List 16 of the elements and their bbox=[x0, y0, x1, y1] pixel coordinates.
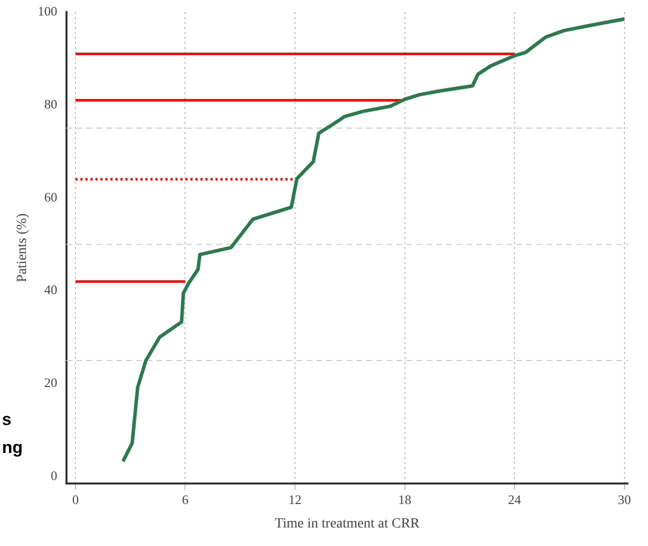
y-axis-title: Patients (%) bbox=[15, 213, 30, 282]
x-tick-label: 18 bbox=[398, 492, 412, 507]
y-tick-label: 80 bbox=[44, 96, 58, 112]
y-tick-label: 60 bbox=[44, 189, 58, 204]
text: ng bbox=[2, 438, 23, 458]
x-tick-label: 30 bbox=[618, 492, 631, 507]
y-tick-label: 0 bbox=[50, 468, 58, 484]
x-tick-label: 6 bbox=[182, 492, 189, 507]
y-tick-label: 40 bbox=[44, 282, 58, 298]
y-tick-label: 100 bbox=[38, 3, 58, 18]
y-tick-label: 20 bbox=[44, 375, 58, 390]
x-tick-label: 24 bbox=[508, 492, 522, 507]
x-axis-title: Time in treatment at CRR bbox=[274, 516, 420, 532]
text: s bbox=[2, 410, 12, 430]
x-tick-label: 0 bbox=[72, 492, 79, 507]
x-tick-label: 12 bbox=[288, 492, 302, 507]
